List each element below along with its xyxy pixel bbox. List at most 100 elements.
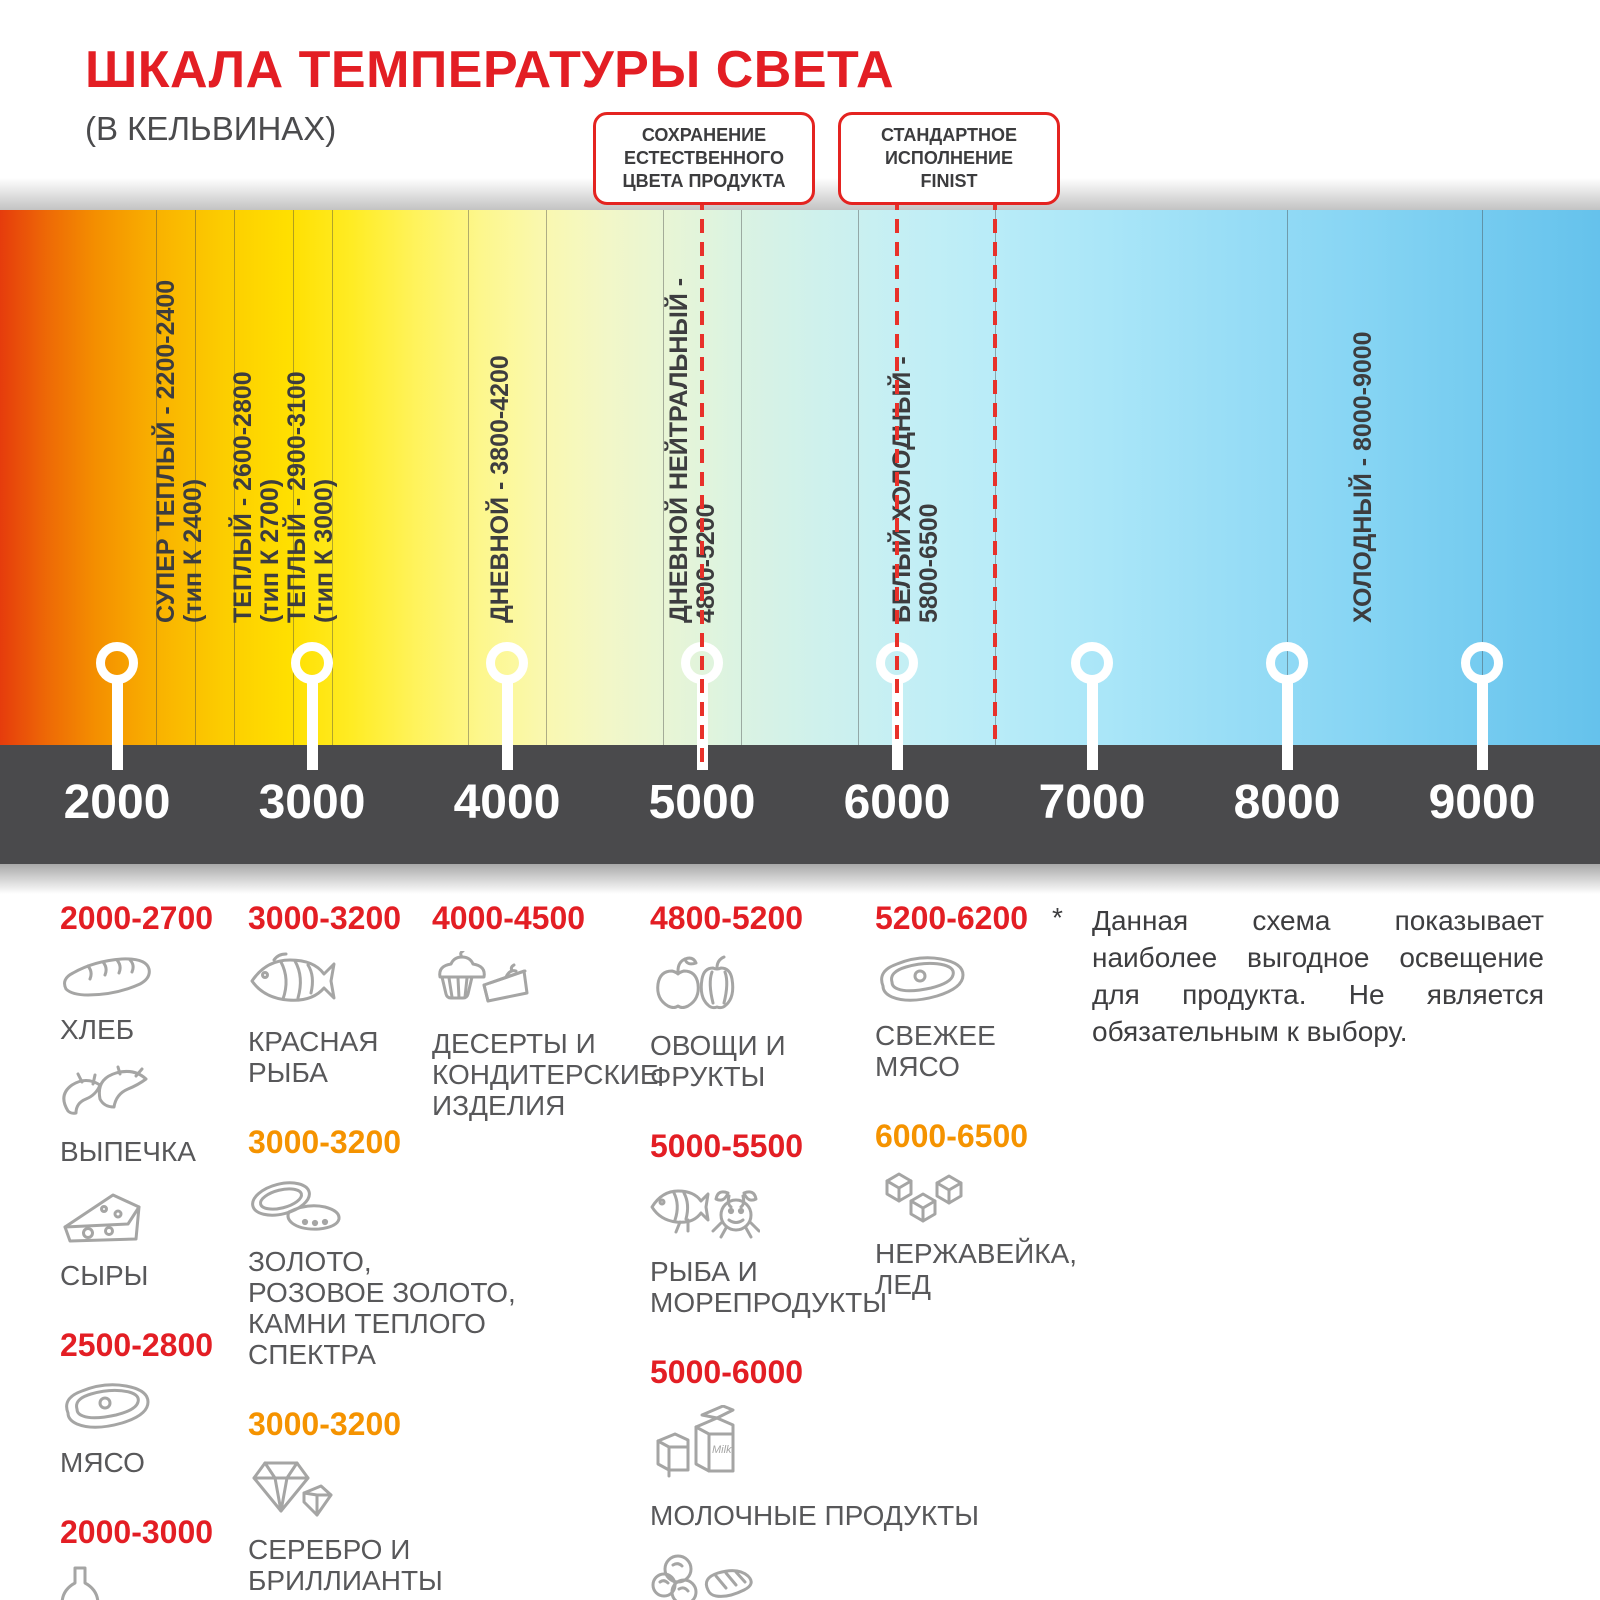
legend-item: СЕРЕБРО И БРИЛЛИАНТЫ [248, 1457, 516, 1596]
range-heading: 2000-2700 [60, 900, 214, 936]
range-label-line: ТЕПЛЫЙ - 2900-3100 [283, 371, 311, 623]
legend-column: 4000-4500 ДЕСЕРТЫ И КОНДИТЕРСКИЕ ИЗДЕЛИЯ [432, 900, 659, 1141]
scale-divider-2600k [234, 210, 235, 745]
diamond-icon [248, 1457, 516, 1526]
legend-item: ЗАМОРОЖЕННЫЕ ПОЛУФАБРИКАТЫ [650, 1551, 979, 1600]
scale-divider-4200k [546, 210, 547, 745]
fresh-meat-icon [875, 951, 1077, 1012]
legend-item-label: ЗОЛОТО, РОЗОВОЕ ЗОЛОТО, КАМНИ ТЕПЛОГО СП… [248, 1246, 516, 1370]
tick-pin-icon [96, 642, 138, 684]
meat-icon [60, 1378, 213, 1439]
range-heading: 5200-6200 [875, 900, 1029, 936]
tick-pin-stem [1281, 680, 1293, 770]
range-label-line: (тип К 3000) [310, 478, 338, 623]
marker-dashed-line-6000k [895, 196, 899, 745]
tick-pin-icon [1461, 642, 1503, 684]
range-heading: 4800-5200 [650, 900, 804, 936]
range-label: ХОЛОДНЫЙ - 8000-9000 [1349, 331, 1377, 623]
tick-pin-icon [1266, 642, 1308, 684]
tick-pin-icon [1071, 642, 1113, 684]
range-label-line: БЕЛЫЙ ХОЛОДНЫЙ - [888, 356, 916, 623]
tick-pin-stem [501, 680, 513, 770]
footnote-text: Данная схема показывает наиболее выгодно… [1092, 905, 1544, 1047]
tick-pin-stem [1476, 680, 1488, 770]
produce-icon [650, 951, 979, 1022]
legend-item: КРАСНАЯ РЫБА [248, 951, 516, 1088]
scale-divider-3800k [468, 210, 469, 745]
axis-tick-label: 7000 [1038, 776, 1146, 829]
scale-divider-2900k [292, 210, 294, 745]
axis-tick-label: 2000 [63, 776, 171, 829]
callout-line: FINIST [920, 171, 978, 192]
tick-pin-icon [291, 642, 333, 684]
dairy-icon: Milk [650, 1404, 979, 1492]
legend-column: 5200-6200 СВЕЖЕЕ МЯСО 6000-6500 НЕРЖАВЕЙКА,… [875, 900, 1077, 1320]
tick-pin-stem [111, 680, 123, 770]
range-heading: 2500-2800 [60, 1327, 214, 1363]
range-heading: 2000-3000 [60, 1514, 214, 1550]
range-heading: 3000-3200 [248, 1124, 402, 1160]
scale-divider-8000k [1287, 210, 1288, 745]
scale-divider-3100k [331, 210, 333, 745]
page-subtitle: (В КЕЛЬВИНАХ) [85, 110, 337, 147]
range-label-line: ТЕПЛЫЙ - 2600-2800 [229, 371, 257, 623]
axis-tick-label: 9000 [1428, 776, 1536, 829]
range-label-line: ДНЕВНОЙ - 3800-4200 [486, 355, 514, 623]
axis-tick-label: 6000 [843, 776, 951, 829]
dessert-icon [432, 949, 659, 1020]
scale-divider-4800k [663, 210, 664, 745]
seafood-icon [650, 1179, 979, 1248]
band-bottom-shadow [0, 864, 1600, 894]
alcohol-icon [60, 1565, 213, 1600]
scale-divider-5800k [858, 210, 859, 745]
legend-item-label: СЫРЫ [60, 1260, 149, 1291]
callout-line: ЕСТЕСТВЕННОГО [623, 148, 785, 169]
range-heading: 3000-3200 [248, 900, 402, 936]
range-label-line: 5800-6500 [915, 503, 943, 623]
callout-finist-standard: СТАНДАРТНОЕ ИСПОЛНЕНИЕ FINIST [838, 112, 1060, 206]
legend-item-label: НЕРЖАВЕЙКА, ЛЕД [875, 1238, 1078, 1300]
marker-dashed-line-6500k [992, 196, 997, 745]
fish-icon [248, 951, 516, 1018]
tick-pin-stem [1086, 680, 1098, 770]
bread-icon [60, 951, 213, 1006]
legend-column: 4800-5200 ОВОЩИ И ФРУКТЫ 5000-5500 РЫБА И М… [650, 900, 979, 1600]
tick-pin-icon [486, 642, 528, 684]
rings-icon [248, 1175, 516, 1238]
header: ШКАЛА ТЕМПЕРАТУРЫ СВЕТА (В КЕЛЬВИНАХ) [85, 40, 894, 148]
axis-tick-label: 3000 [258, 776, 366, 829]
marker-dashed-line-5000k [700, 196, 704, 770]
footnote-asterisk: * [1052, 902, 1063, 933]
legend-item-label: ДЕСЕРТЫ И КОНДИТЕРСКИЕ ИЗДЕЛИЯ [432, 1028, 659, 1121]
scale-divider-9000k [1482, 210, 1483, 745]
callout-line: СОХРАНЕНИЕ [641, 125, 767, 145]
legend-item: МЯСО [60, 1378, 213, 1478]
legend-item: НЕРЖАВЕЙКА, ЛЕД [875, 1169, 1077, 1300]
range-label-line: (тип К 2400) [179, 478, 207, 623]
page-title: ШКАЛА ТЕМПЕРАТУРЫ СВЕТА [85, 41, 895, 99]
range-label-line: (тип К 2700) [256, 478, 284, 623]
axis-tick-label: 4000 [453, 776, 561, 829]
legend-item: ОВОЩИ И ФРУКТЫ [650, 951, 979, 1092]
legend-item: СЫРЫ [60, 1187, 213, 1291]
legend-item: ДЕСЕРТЫ И КОНДИТЕРСКИЕ ИЗДЕЛИЯ [432, 949, 659, 1121]
range-label: СУПЕР ТЕПЛЫЙ - 2200-2400 (тип К 2400) [152, 279, 207, 623]
legend-item-label: РЫБА И МОРЕПРОДУКТЫ [650, 1256, 888, 1318]
legend-item-label: КРАСНАЯ РЫБА [248, 1026, 379, 1088]
ice-icon [875, 1169, 1077, 1230]
legend-item-label: ВЫПЕЧКА [60, 1136, 196, 1167]
callout-line: ИСПОЛНЕНИЕ [884, 148, 1013, 169]
frozen-icon [650, 1551, 979, 1600]
range-label: ТЕПЛЫЙ - 2600-2800 (тип К 2700) [229, 371, 284, 623]
legend-item-label: МЯСО [60, 1447, 145, 1478]
range-label-line: СУПЕР ТЕПЛЫЙ - 2200-2400 [152, 279, 180, 623]
legend-column: 3000-3200 КРАСНАЯ РЫБА 3000-3200 ЗОЛОТО, РО… [248, 900, 516, 1600]
legend-item: ЗОЛОТО, РОЗОВОЕ ЗОЛОТО, КАМНИ ТЕПЛОГО СП… [248, 1175, 516, 1370]
legend-item-label: ХЛЕБ [60, 1014, 135, 1045]
range-heading: 4000-4500 [432, 900, 586, 936]
legend-item: АКОГОЛЬ [60, 1565, 213, 1600]
legend-item: РЫБА И МОРЕПРОДУКТЫ [650, 1179, 979, 1318]
range-label: ТЕПЛЫЙ - 2900-3100 (тип К 3000) [283, 371, 338, 623]
footnote: * Данная схема показывает наиболее выгод… [1052, 902, 1544, 1050]
